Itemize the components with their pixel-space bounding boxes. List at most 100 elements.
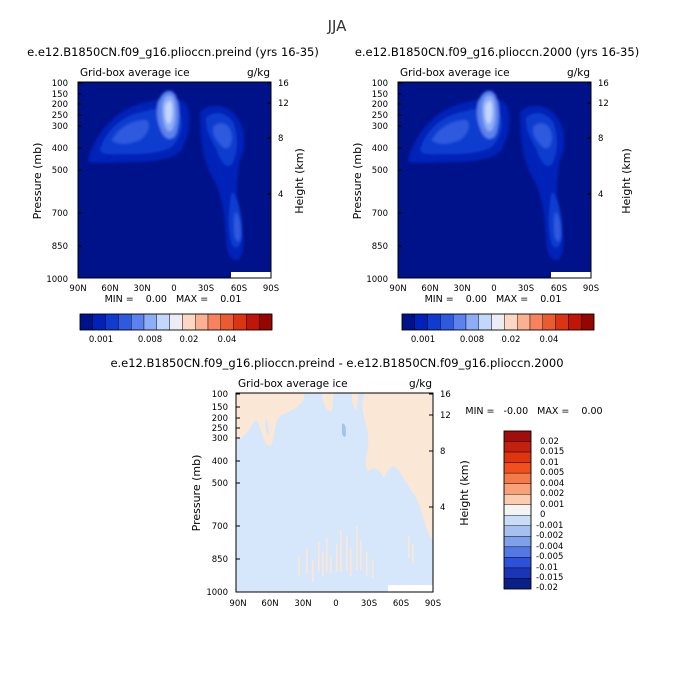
y-tick-marks (236, 393, 240, 560)
y-tick-label: 150 (372, 90, 388, 100)
y-tick-marks (398, 82, 402, 247)
colorbar-frame (79, 313, 273, 331)
colorbar-label: 0.01 (540, 458, 559, 468)
panel-difference: e.e12.B1850CN.f09_g16.plioccn.preind - e… (110, 356, 602, 609)
x-tick-label: 30N (133, 284, 150, 294)
x-tick-label: 90S (425, 599, 441, 609)
y-tick-label: 200 (52, 100, 68, 110)
y-tick-label: 100 (372, 79, 388, 89)
colorbar-frame (401, 313, 595, 331)
contour-field (408, 90, 565, 261)
colorbar-labels: 0.02 0.015 0.01 0.005 0.004 0.002 0.001 … (536, 437, 564, 593)
colorbar-label: 0.02 (180, 335, 199, 345)
contour-level-3 (112, 120, 149, 144)
x-tick-label: 0 (171, 284, 176, 294)
y-tick-marks (78, 82, 82, 247)
y-axis-label: Pressure (mb) (31, 143, 44, 220)
colorbar-label: -0.01 (536, 563, 558, 573)
colorbar-swatch (503, 578, 532, 590)
colorbar-swatch (542, 313, 556, 331)
colorbar-swatch (414, 313, 428, 331)
colorbar-swatch (504, 313, 518, 331)
contour-positive (236, 393, 304, 446)
plot-frame (77, 81, 272, 279)
plot-area (78, 82, 271, 278)
contour-level-3 (213, 123, 232, 149)
colorbar-swatch (503, 557, 532, 569)
x-tick-label: 30S (518, 284, 534, 294)
y-tick-label: 300 (212, 434, 228, 444)
x-tick-label: 0 (333, 599, 338, 609)
y2-tick-marks (587, 82, 591, 195)
colorbar-label: 0.002 (540, 489, 564, 499)
panel-title: e.e12.B1850CN.f09_g16.plioccn.2000 (yrs … (355, 45, 639, 59)
colorbar-swatch (503, 451, 532, 463)
y-axis-label: Pressure (mb) (190, 455, 203, 532)
panel-title: e.e12.B1850CN.f09_g16.plioccn.preind - e… (110, 356, 563, 370)
colorbar: 0.001 0.008 0.02 0.04 (401, 313, 595, 345)
colorbar-label: 0.008 (460, 335, 484, 345)
y-tick-label: 150 (212, 403, 228, 413)
colorbar-swatch (233, 313, 247, 331)
y-tick-label: 850 (52, 242, 68, 252)
y-tick-label: 150 (52, 90, 68, 100)
min-max-stats: MIN = 0.00 MAX = 0.01 (105, 294, 242, 305)
colorbar-swatch (130, 313, 145, 331)
y-tick-label: 1000 (366, 275, 388, 285)
y-axis-ticks: 100 150 200 250 300 400 500 700 850 1000 (366, 79, 402, 285)
y2-tick-label: 16 (278, 79, 289, 89)
y-tick-label: 200 (212, 414, 228, 424)
y2-tick-label: 12 (440, 411, 451, 421)
colorbar-swatch (503, 504, 532, 516)
y2-tick-marks (267, 82, 271, 195)
colorbar-swatch (478, 313, 492, 331)
y-tick-label: 700 (212, 522, 228, 532)
y-tick-label: 100 (212, 390, 228, 400)
x-tick-label: 30S (198, 284, 214, 294)
colorbar-swatch (401, 313, 416, 331)
colorbar-swatch (581, 313, 595, 331)
panel-preind: e.e12.B1850CN.f09_g16.plioccn.preind (yr… (27, 45, 319, 345)
plot-frame (397, 81, 592, 279)
y2-axis-label: Height (km) (293, 148, 306, 214)
colorbar-label: 0.005 (540, 468, 564, 478)
colorbar-swatch (259, 313, 273, 331)
y-tick-label: 400 (372, 144, 388, 154)
y2-tick-label: 8 (440, 447, 445, 457)
page-title: JJA (327, 17, 348, 35)
y-tick-label: 850 (372, 242, 388, 252)
x-tick-label: 90N (69, 284, 86, 294)
colorbar-swatch (79, 313, 94, 331)
colorbar-swatch (440, 313, 454, 331)
x-tick-label: 30N (294, 599, 311, 609)
colorbar-swatch (465, 313, 480, 331)
colorbar-label: -0.02 (536, 583, 558, 593)
colorbar-label: 0.02 (540, 437, 559, 447)
contour-positive (322, 393, 334, 412)
y2-tick-label: 8 (598, 134, 603, 144)
y2-tick-label: 8 (278, 134, 283, 144)
x-axis-ticks: 90N 60N 30N 0 30S 60S 90S (229, 599, 441, 609)
contour-level-6 (485, 101, 493, 124)
colorbar-label: 0.001 (89, 335, 113, 345)
colorbar-label: -0.015 (536, 573, 563, 583)
colorbar-swatch (503, 546, 532, 558)
contour-positive (362, 393, 433, 540)
y-tick-label: 400 (52, 144, 68, 154)
x-tick-label: 30S (361, 599, 377, 609)
colorbar-swatch (503, 525, 532, 537)
colorbar-label: 0 (540, 510, 545, 520)
colorbar-label: 0.001 (540, 500, 564, 510)
colorbar-swatch (92, 313, 106, 331)
x-tick-label: 0 (491, 284, 496, 294)
colorbar-swatch (246, 313, 260, 331)
colorbar-label: 0.04 (218, 335, 237, 345)
colorbar-swatch (427, 313, 441, 331)
colorbar-swatch (169, 313, 183, 331)
contour-level-3 (432, 120, 469, 144)
y-tick-label: 700 (372, 209, 388, 219)
x-tick-label: 90N (229, 599, 246, 609)
colorbar-swatch (503, 430, 532, 442)
y2-axis-label: Height (km) (458, 460, 471, 526)
y2-axis-ticks: 16 12 8 4 (267, 79, 289, 200)
